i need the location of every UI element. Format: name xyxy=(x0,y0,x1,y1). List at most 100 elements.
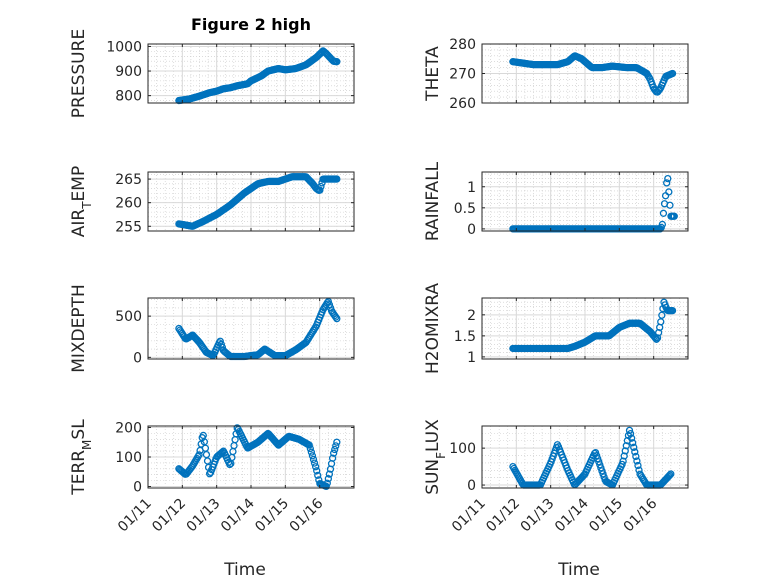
data-point xyxy=(332,442,340,450)
data-point xyxy=(195,451,203,459)
x-tick-label: 01/11 xyxy=(449,496,489,536)
x-tick-label: 01/13 xyxy=(184,496,224,536)
y-tick-label: 270 xyxy=(449,67,476,83)
x-axis-label: Time xyxy=(223,560,266,580)
x-tick-label: 01/11 xyxy=(115,496,155,536)
data-series xyxy=(509,52,677,96)
y-axis-label: H2OMIXRA xyxy=(423,283,443,374)
y-tick-label: 0 xyxy=(133,480,142,496)
data-point xyxy=(658,220,666,229)
data-point xyxy=(631,448,639,456)
data-point xyxy=(633,457,641,465)
data-point xyxy=(670,212,678,220)
x-tick-label: 01/16 xyxy=(621,495,661,535)
y-tick-label: 1 xyxy=(467,350,476,366)
subplot-h2omixra: 1 1.5 2 H2OMIXRA xyxy=(423,283,689,374)
y-axis-label: THETA xyxy=(423,46,443,102)
x-tick-label: 01/12 xyxy=(149,496,189,536)
data-series xyxy=(509,174,678,233)
data-point xyxy=(619,457,627,465)
data-point xyxy=(324,475,333,483)
subplot-pressure: 800 900 1000 PRESSURE Figure 2 high xyxy=(69,15,355,118)
data-point xyxy=(325,470,334,478)
data-point xyxy=(317,182,325,191)
data-point xyxy=(666,471,674,479)
ticks xyxy=(147,44,355,103)
x-tick-label: 01/14 xyxy=(552,495,592,535)
data-point xyxy=(333,58,341,66)
y-axis-label: SUNFLUX xyxy=(423,419,448,495)
y-axis-label: RAINFALL xyxy=(423,161,443,241)
x-tick-label: 01/14 xyxy=(218,495,258,535)
data-point xyxy=(621,447,629,455)
y-tick-label: 1 xyxy=(467,180,476,196)
data-point xyxy=(314,471,322,480)
y-axis-label: TERRMSL xyxy=(69,419,94,496)
data-point xyxy=(307,448,316,456)
y-tick-label: 260 xyxy=(449,96,476,112)
data-series xyxy=(175,424,341,491)
y-axis-label: PRESSURE xyxy=(69,29,89,118)
data-point xyxy=(666,201,674,209)
data-point xyxy=(668,69,677,78)
y-tick-label: 0 xyxy=(467,222,476,238)
data-point xyxy=(333,175,341,183)
subplot-rainfall: 0 0.5 1 RAINFALL xyxy=(423,161,689,241)
ticks xyxy=(481,298,689,359)
data-point xyxy=(331,445,339,454)
data-point xyxy=(634,461,642,470)
data-point xyxy=(622,442,630,450)
data-point xyxy=(311,463,320,471)
data-point xyxy=(226,460,234,469)
x-tick-label: 01/13 xyxy=(518,496,558,536)
x-tick-label: 01/16 xyxy=(287,495,327,535)
data-point xyxy=(332,313,340,321)
ticks xyxy=(481,43,689,104)
data-point xyxy=(630,443,638,451)
subplot-sun_flux: 0 100SUNFLUX01/1101/1201/1301/1401/1501/1… xyxy=(423,419,689,580)
y-tick-label: 0 xyxy=(133,350,142,366)
data-point xyxy=(627,434,636,442)
data-point xyxy=(620,452,628,460)
y-tick-label: 0 xyxy=(467,478,476,494)
y-tick-label: 200 xyxy=(115,420,142,436)
data-series xyxy=(175,47,341,105)
y-tick-label: 255 xyxy=(115,219,142,235)
data-series xyxy=(175,173,341,230)
ticks xyxy=(147,298,355,359)
y-tick-label: 100 xyxy=(449,441,476,457)
x-axis-label: Time xyxy=(557,560,600,580)
data-series xyxy=(509,298,677,353)
data-point xyxy=(329,449,338,457)
y-axis-label: AIRTEMP xyxy=(69,166,94,237)
data-point xyxy=(328,454,337,462)
subplot-air_temp: 255 260 265 AIRTEMP xyxy=(69,166,355,237)
data-point xyxy=(322,482,330,491)
data-point xyxy=(659,209,668,217)
data-point xyxy=(309,455,318,464)
x-tick-label: 01/15 xyxy=(586,496,626,536)
y-tick-label: 900 xyxy=(115,64,142,80)
data-point xyxy=(333,438,341,446)
data-point xyxy=(313,467,321,475)
y-axis-label: MIXDEPTH xyxy=(69,284,89,373)
data-point xyxy=(310,459,319,467)
data-point xyxy=(323,479,331,487)
data-point xyxy=(629,439,637,447)
y-tick-label: 260 xyxy=(115,196,142,212)
data-point xyxy=(664,174,672,183)
data-point xyxy=(590,449,599,458)
subplot-mixdepth: 0 500 MIXDEPTH xyxy=(69,284,355,373)
ticks xyxy=(147,426,355,488)
subplot-theta: 260 270 280 THETA xyxy=(423,37,689,112)
y-tick-label: 0.5 xyxy=(454,201,476,217)
data-point xyxy=(308,452,317,460)
figure-title: Figure 2 high xyxy=(191,15,311,34)
data-series xyxy=(175,297,341,361)
data-point xyxy=(625,426,634,435)
data-point xyxy=(618,460,626,469)
y-tick-label: 1000 xyxy=(106,39,142,55)
data-point xyxy=(306,444,314,453)
y-tick-label: 500 xyxy=(115,309,142,325)
